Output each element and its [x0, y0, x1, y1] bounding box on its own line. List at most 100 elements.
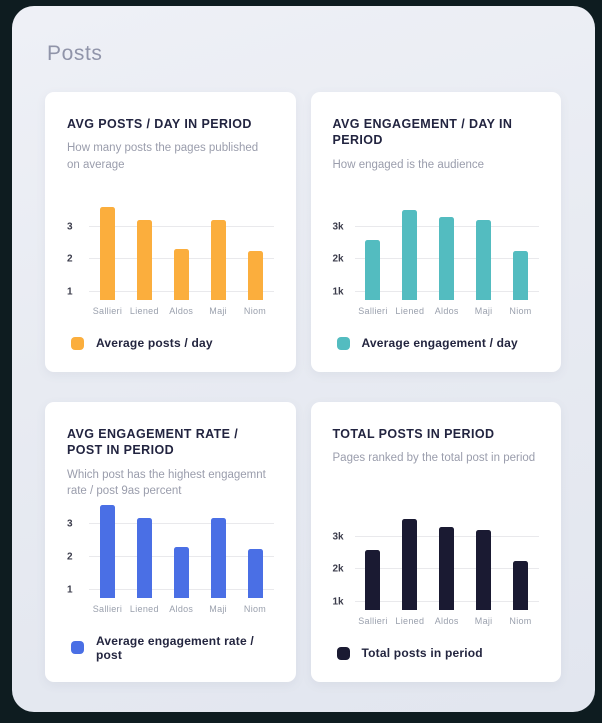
card-header: AVG ENGAGEMENT / DAY IN PERIOD How engag… — [333, 116, 540, 173]
cards-grid: AVG POSTS / DAY IN PERIOD How many posts… — [45, 92, 561, 682]
card-avg-posts-per-day: AVG POSTS / DAY IN PERIOD How many posts… — [45, 92, 296, 372]
y-tick-label: 3 — [67, 221, 73, 232]
bar-slot — [126, 500, 163, 598]
x-axis-label: Maji — [209, 306, 227, 316]
card-header: TOTAL POSTS IN PERIOD Pages ranked by th… — [333, 426, 540, 467]
y-tick-label: 2k — [332, 563, 344, 575]
card-title: AVG POSTS / DAY IN PERIOD — [67, 117, 252, 131]
y-tick-label: 3 — [67, 518, 73, 530]
bar-slot — [163, 202, 200, 300]
card-subtitle: How engaged is the audience — [332, 158, 485, 171]
bar-chart-avg-engagement: 1k 2k 3k Sallieri Liened Aldos Maji Niom — [333, 202, 540, 316]
x-axis-label: Maji — [474, 616, 493, 626]
card-title: AVG ENGAGEMENT / DAY IN PERIOD — [332, 117, 513, 148]
y-axis: 1k 2k 3k — [333, 202, 355, 300]
bar — [365, 549, 381, 610]
plot-area — [354, 202, 540, 300]
bar-slot — [200, 202, 237, 300]
plot-area — [354, 512, 540, 610]
gridline — [89, 523, 274, 525]
legend-item-avg-posts[interactable]: Average posts / day — [67, 336, 274, 350]
legend-item-total-posts[interactable]: Total posts in period — [333, 646, 540, 660]
legend-label: Total posts in period — [361, 646, 483, 660]
y-tick-label: 1k — [332, 286, 344, 298]
bar — [513, 561, 528, 610]
bar — [513, 251, 528, 300]
legend-label: Average posts / day — [96, 336, 213, 350]
legend-item-avg-engagement[interactable]: Average engagement / day — [333, 336, 540, 350]
bar-chart-total-posts: 1k 2k 3k Sallieri Liened Aldos Maji Niom — [333, 512, 540, 626]
legend-swatch — [71, 336, 84, 350]
x-axis-label: Liened — [395, 616, 425, 626]
x-axis-label: Liened — [129, 306, 159, 316]
y-tick-label: 1 — [67, 286, 73, 298]
bar-slot — [355, 512, 392, 610]
bar-slot — [428, 512, 465, 610]
y-tick-label: 3k — [332, 531, 344, 542]
y-axis: 1 2 3 — [67, 500, 89, 598]
plot-area — [89, 202, 274, 300]
bar-slot — [200, 500, 237, 598]
card-subtitle: How many posts the pages published on av… — [67, 142, 259, 171]
legend-swatch — [336, 646, 350, 660]
x-axis-label: Liened — [395, 306, 425, 316]
x-axis-label: Aldos — [169, 603, 194, 614]
bar — [439, 526, 455, 610]
y-axis: 1k 2k 3k — [333, 512, 355, 610]
bar — [247, 251, 263, 300]
bar-slot — [502, 512, 539, 610]
bar-slot — [89, 202, 126, 300]
dashboard-panel: Posts AVG POSTS / DAY IN PERIOD How many… — [12, 6, 595, 712]
bar-slot — [465, 512, 502, 610]
bar — [136, 517, 152, 598]
card-avg-engagement-rate: AVG ENGAGEMENT RATE / POST IN PERIOD Whi… — [45, 402, 296, 682]
bar-slot — [428, 202, 465, 300]
bar — [439, 216, 455, 300]
bars-group — [355, 512, 540, 610]
bar-slot — [355, 202, 392, 300]
bar — [99, 504, 115, 598]
bar — [402, 210, 418, 300]
card-subtitle: Pages ranked by the total post in period — [332, 452, 536, 465]
x-axis-label: Aldos — [169, 306, 194, 316]
gridline — [89, 225, 274, 227]
bar — [402, 518, 418, 610]
x-axis-label: Sallieri — [92, 306, 123, 316]
x-axis: Sallieri Liened Aldos Maji Niom — [355, 616, 540, 626]
x-axis-label: Maji — [474, 306, 493, 316]
bar-slot — [391, 202, 428, 300]
legend-label: Average engagement / day — [361, 336, 518, 350]
bar-slot — [237, 202, 274, 300]
bars-group — [355, 202, 540, 300]
x-axis-label: Sallieri — [358, 306, 388, 316]
legend-item-engagement-rate[interactable]: Average engagement rate / post — [67, 634, 274, 662]
bar-slot — [163, 500, 200, 598]
x-axis: Sallieri Liened Aldos Maji Niom — [89, 306, 274, 316]
x-axis: Sallieri Liened Aldos Maji Niom — [355, 306, 540, 316]
bar — [365, 239, 381, 300]
bar-chart-avg-posts: 1 2 3 Sallieri Liened Aldos Maji Niom — [67, 202, 274, 316]
bar — [476, 529, 492, 610]
bar — [247, 548, 263, 598]
x-axis-label: Niom — [509, 306, 532, 316]
y-tick-label: 1 — [67, 584, 73, 596]
bar — [210, 517, 226, 598]
x-axis-label: Niom — [509, 616, 532, 626]
x-axis-label: Sallieri — [92, 603, 123, 614]
y-tick-label: 1k — [332, 596, 344, 608]
x-axis-label: Aldos — [434, 306, 459, 316]
bar-slot — [237, 500, 274, 598]
bar-slot — [126, 202, 163, 300]
card-header: AVG POSTS / DAY IN PERIOD How many posts… — [67, 116, 274, 174]
bar — [136, 219, 152, 300]
y-tick-label: 3k — [332, 221, 344, 232]
x-axis: Sallieri Liened Aldos Maji Niom — [89, 604, 274, 614]
card-subtitle: Which post has the highest engagemnt rat… — [67, 468, 266, 498]
y-axis: 1 2 3 — [67, 202, 89, 300]
card-title: AVG ENGAGEMENT RATE / POST IN PERIOD — [67, 427, 239, 458]
bar — [99, 206, 115, 300]
card-total-posts: TOTAL POSTS IN PERIOD Pages ranked by th… — [310, 402, 561, 682]
x-axis-label: Maji — [209, 603, 227, 614]
bar — [173, 547, 189, 598]
